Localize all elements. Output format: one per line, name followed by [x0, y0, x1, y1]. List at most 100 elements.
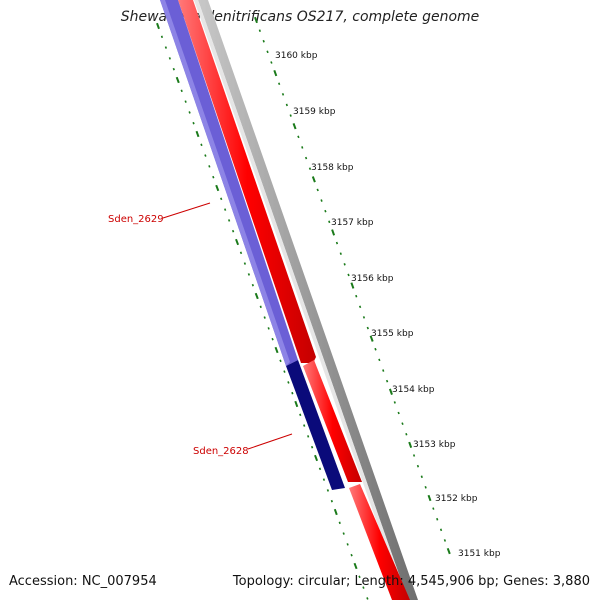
minor-tick: [362, 586, 365, 589]
inner-tick-ring: [156, 22, 369, 600]
minor-tick: [362, 316, 366, 319]
major-tick: [353, 562, 358, 570]
gene-leader-sden-2629: [162, 202, 211, 219]
tick-labels: 3160 kbp 3159 kbp 3158 kbp 3157 kbp 3156…: [275, 51, 501, 559]
tick-label-3151: 3151 kbp: [458, 549, 501, 559]
minor-tick: [366, 326, 369, 330]
backbone-ring: [198, 0, 418, 600]
minor-tick: [307, 435, 310, 438]
minor-tick: [301, 146, 304, 149]
minor-tick: [335, 241, 339, 245]
major-tick: [388, 388, 393, 395]
tick-label-3156: 3156 kbp: [351, 274, 394, 284]
major-tick: [331, 229, 336, 236]
minor-tick: [212, 175, 215, 179]
minor-tick: [283, 370, 286, 373]
tick-label-3152: 3152 kbp: [435, 494, 478, 504]
minor-tick: [350, 553, 353, 557]
minor-tick: [378, 358, 381, 362]
minor-tick: [342, 532, 345, 535]
minor-tick: [397, 411, 400, 415]
minor-tick: [328, 220, 331, 224]
minor-tick: [424, 486, 427, 489]
minor-tick: [251, 283, 254, 287]
major-tick: [350, 282, 355, 289]
minor-tick: [220, 197, 223, 201]
minor-tick: [208, 165, 211, 168]
genome-summary-text: Topology: circular; Length: 4,545,906 bp…: [232, 574, 590, 589]
minor-tick: [267, 327, 270, 330]
minor-tick: [393, 401, 396, 404]
minor-tick: [279, 359, 282, 363]
minor-tick: [164, 46, 168, 49]
accession-text: Accession: NC_007954: [9, 574, 157, 589]
minor-tick: [436, 517, 439, 521]
minor-tick: [192, 121, 195, 125]
minor-tick: [303, 424, 306, 427]
minor-tick: [443, 539, 447, 542]
minor-tick: [270, 61, 273, 64]
forward-cds-2: [303, 360, 362, 482]
minor-tick: [320, 199, 323, 202]
minor-tick: [247, 273, 251, 276]
major-tick: [235, 238, 240, 246]
minor-tick: [346, 543, 349, 546]
major-tick: [175, 76, 180, 84]
major-tick: [333, 508, 338, 516]
major-tick: [215, 184, 220, 192]
minor-tick: [355, 294, 358, 298]
minor-tick: [285, 103, 288, 107]
major-tick: [311, 176, 316, 183]
minor-tick: [401, 422, 404, 425]
minor-tick: [374, 347, 377, 351]
minor-tick: [358, 575, 361, 579]
minor-tick: [318, 467, 322, 471]
minor-tick: [188, 111, 191, 114]
minor-tick: [412, 454, 416, 457]
minor-tick: [204, 154, 207, 157]
minor-tick: [297, 135, 300, 139]
minor-tick: [291, 391, 294, 395]
major-tick: [294, 400, 299, 408]
minor-tick: [324, 209, 327, 213]
minor-tick: [339, 252, 342, 255]
minor-tick: [308, 167, 312, 170]
tick-label-3160: 3160 kbp: [275, 51, 318, 61]
major-tick: [427, 494, 432, 502]
backbone-highlight: [194, 0, 408, 600]
minor-tick: [416, 464, 420, 468]
minor-tick: [343, 263, 346, 266]
minor-tick: [299, 413, 302, 417]
minor-tick: [338, 521, 341, 525]
minor-tick: [239, 251, 243, 255]
minor-tick: [316, 188, 319, 192]
minor-tick: [224, 208, 227, 211]
minor-tick: [287, 381, 290, 384]
tick-label-3159: 3159 kbp: [293, 107, 336, 117]
minor-tick: [366, 597, 369, 600]
minor-tick: [263, 316, 266, 319]
minor-tick: [439, 528, 443, 532]
gene-label-sden-2628: Sden_2628: [193, 446, 249, 457]
tick-label-3153: 3153 kbp: [413, 440, 456, 450]
minor-tick: [330, 499, 333, 503]
minor-tick: [262, 39, 265, 43]
minor-tick: [358, 305, 362, 309]
minor-tick: [266, 50, 269, 54]
forward-cds-1: [178, 0, 316, 363]
major-tick: [292, 123, 297, 130]
minor-tick: [310, 445, 314, 449]
minor-tick: [184, 100, 187, 103]
minor-tick: [322, 478, 326, 481]
minor-tick: [326, 489, 330, 492]
gene-leader-sden-2628: [247, 433, 293, 450]
minor-tick: [405, 432, 408, 436]
major-tick: [446, 547, 451, 555]
minor-tick: [200, 143, 203, 147]
minor-tick: [289, 114, 292, 117]
minor-tick: [278, 82, 281, 86]
major-tick: [369, 335, 374, 342]
tick-label-3154: 3154 kbp: [392, 385, 435, 395]
minor-tick: [172, 67, 175, 71]
minor-tick: [385, 379, 389, 383]
